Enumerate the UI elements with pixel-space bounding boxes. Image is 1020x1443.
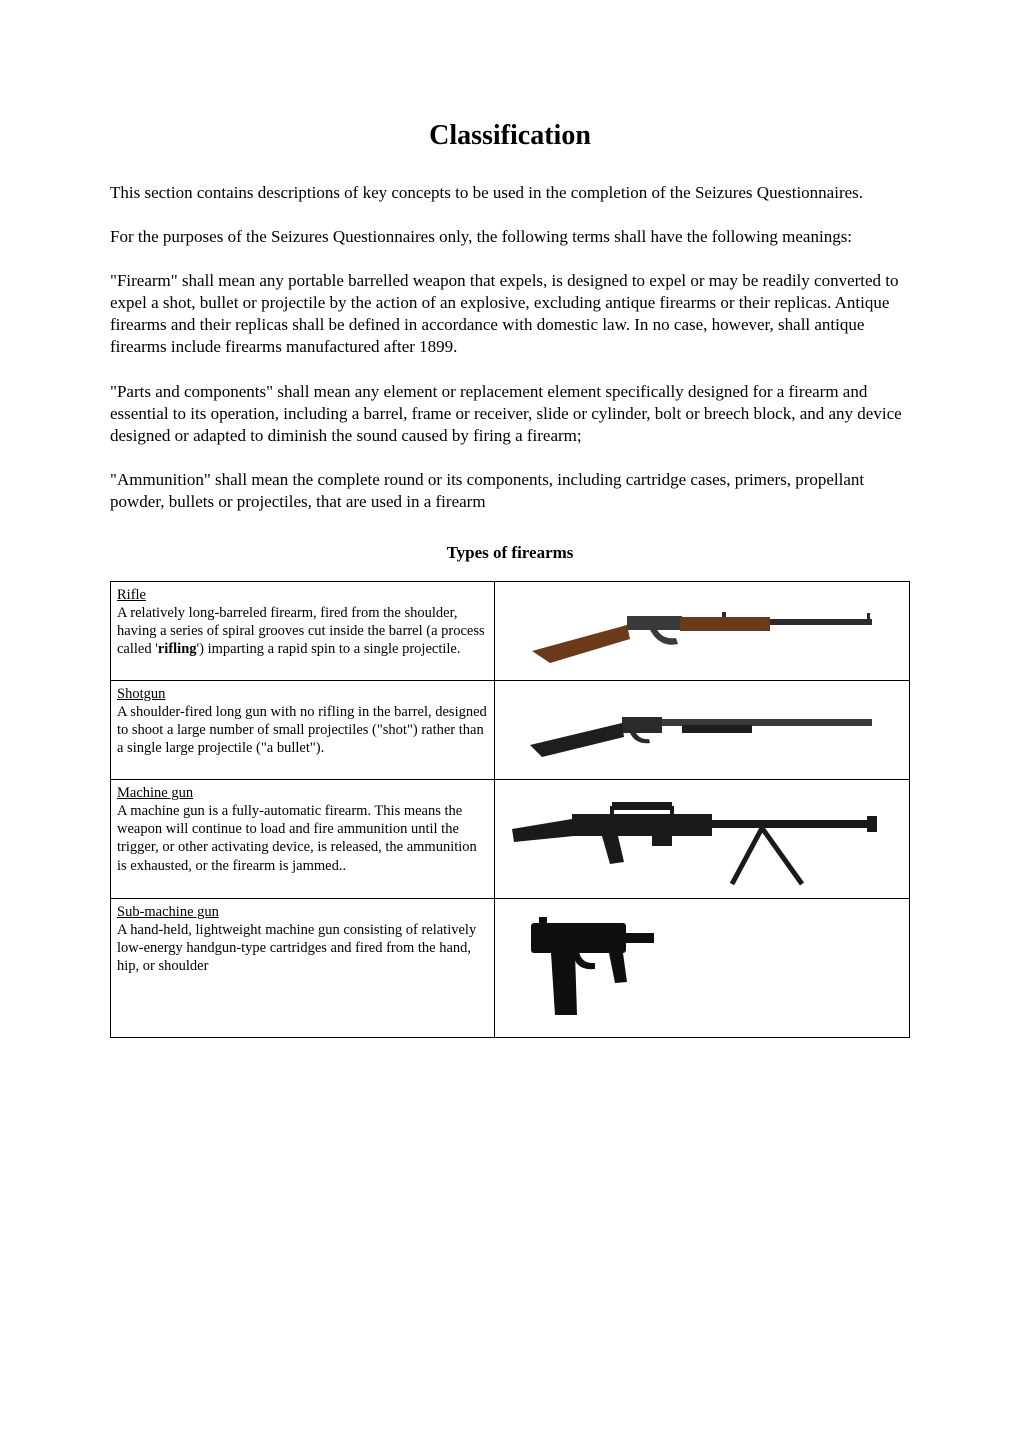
machine-gun-cell: Machine gun A machine gun is a fully-aut… bbox=[111, 780, 495, 899]
ammunition-definition: "Ammunition" shall mean the complete rou… bbox=[110, 469, 910, 513]
table-heading: Types of firearms bbox=[110, 543, 910, 563]
rifle-image-cell bbox=[495, 582, 910, 681]
intro-paragraph: This section contains descriptions of ke… bbox=[110, 182, 910, 204]
table-row: Rifle A relatively long-barreled firearm… bbox=[111, 582, 910, 681]
rifle-icon bbox=[501, 586, 903, 676]
machine-gun-term: Machine gun bbox=[117, 785, 193, 801]
table-row: Machine gun A machine gun is a fully-aut… bbox=[111, 780, 910, 899]
sub-machine-gun-icon bbox=[501, 903, 903, 1033]
rifle-desc-post: ') imparting a rapid spin to a single pr… bbox=[197, 641, 461, 657]
rifle-bold: rifling bbox=[158, 641, 197, 657]
table-row: Shotgun A shoulder-fired long gun with n… bbox=[111, 681, 910, 780]
table-row: Sub-machine gun A hand-held, lightweight… bbox=[111, 899, 910, 1038]
parts-definition: "Parts and components" shall mean any el… bbox=[110, 381, 910, 447]
sub-machine-gun-image-cell bbox=[495, 899, 910, 1038]
machine-gun-image-cell bbox=[495, 780, 910, 899]
shotgun-term: Shotgun bbox=[117, 686, 165, 702]
rifle-term: Rifle bbox=[117, 587, 146, 603]
firearms-table: Rifle A relatively long-barreled firearm… bbox=[110, 581, 910, 1038]
shotgun-cell: Shotgun A shoulder-fired long gun with n… bbox=[111, 681, 495, 780]
machine-gun-desc: A machine gun is a fully-automatic firea… bbox=[117, 803, 477, 873]
shotgun-icon bbox=[501, 685, 903, 775]
machine-gun-icon bbox=[501, 784, 903, 894]
document-page: Classification This section contains des… bbox=[0, 0, 1020, 1098]
firearm-definition: "Firearm" shall mean any portable barrel… bbox=[110, 270, 910, 358]
lead-in-paragraph: For the purposes of the Seizures Questio… bbox=[110, 226, 910, 248]
rifle-cell: Rifle A relatively long-barreled firearm… bbox=[111, 582, 495, 681]
sub-machine-gun-desc: A hand-held, lightweight machine gun con… bbox=[117, 922, 476, 974]
shotgun-desc: A shoulder-fired long gun with no riflin… bbox=[117, 704, 487, 756]
page-title: Classification bbox=[110, 120, 910, 152]
sub-machine-gun-cell: Sub-machine gun A hand-held, lightweight… bbox=[111, 899, 495, 1038]
shotgun-image-cell bbox=[495, 681, 910, 780]
sub-machine-gun-term: Sub-machine gun bbox=[117, 904, 219, 920]
